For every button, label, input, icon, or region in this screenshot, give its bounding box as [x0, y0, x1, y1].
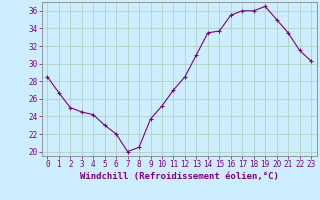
X-axis label: Windchill (Refroidissement éolien,°C): Windchill (Refroidissement éolien,°C): [80, 172, 279, 181]
